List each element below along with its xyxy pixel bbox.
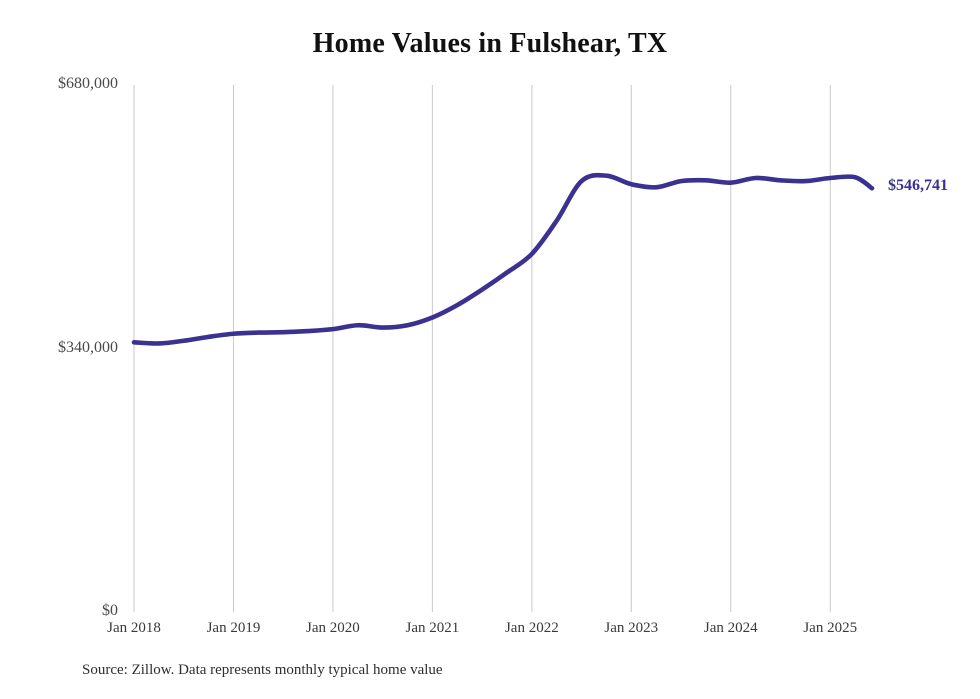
x-tick-label-4: Jan 2022 [504, 620, 559, 636]
chart-title: Home Values in Fulshear, TX [312, 28, 668, 59]
gridlines [133, 85, 831, 612]
source-note: Source: Zillow. Data represents monthly … [82, 662, 443, 678]
y-tick-label-0: $680,000 [58, 75, 118, 92]
end-value-label: $546,741 [888, 177, 948, 195]
y-tick-label-2: $0 [102, 602, 118, 619]
x-tick-label-1: Jan 2019 [206, 620, 261, 636]
x-tick-label-7: Jan 2025 [803, 620, 858, 636]
x-tick-label-3: Jan 2021 [405, 620, 460, 636]
data-series-line [131, 172, 875, 346]
x-tick-label-5: Jan 2023 [604, 620, 659, 636]
y-tick-label-1: $340,000 [58, 338, 118, 356]
x-tick-label-2: Jan 2020 [306, 620, 360, 636]
x-tick-label-0: Jan 2018 [107, 620, 161, 636]
x-tick-label-6: Jan 2024 [703, 620, 758, 636]
series-line-typical-home-value [131, 172, 875, 346]
